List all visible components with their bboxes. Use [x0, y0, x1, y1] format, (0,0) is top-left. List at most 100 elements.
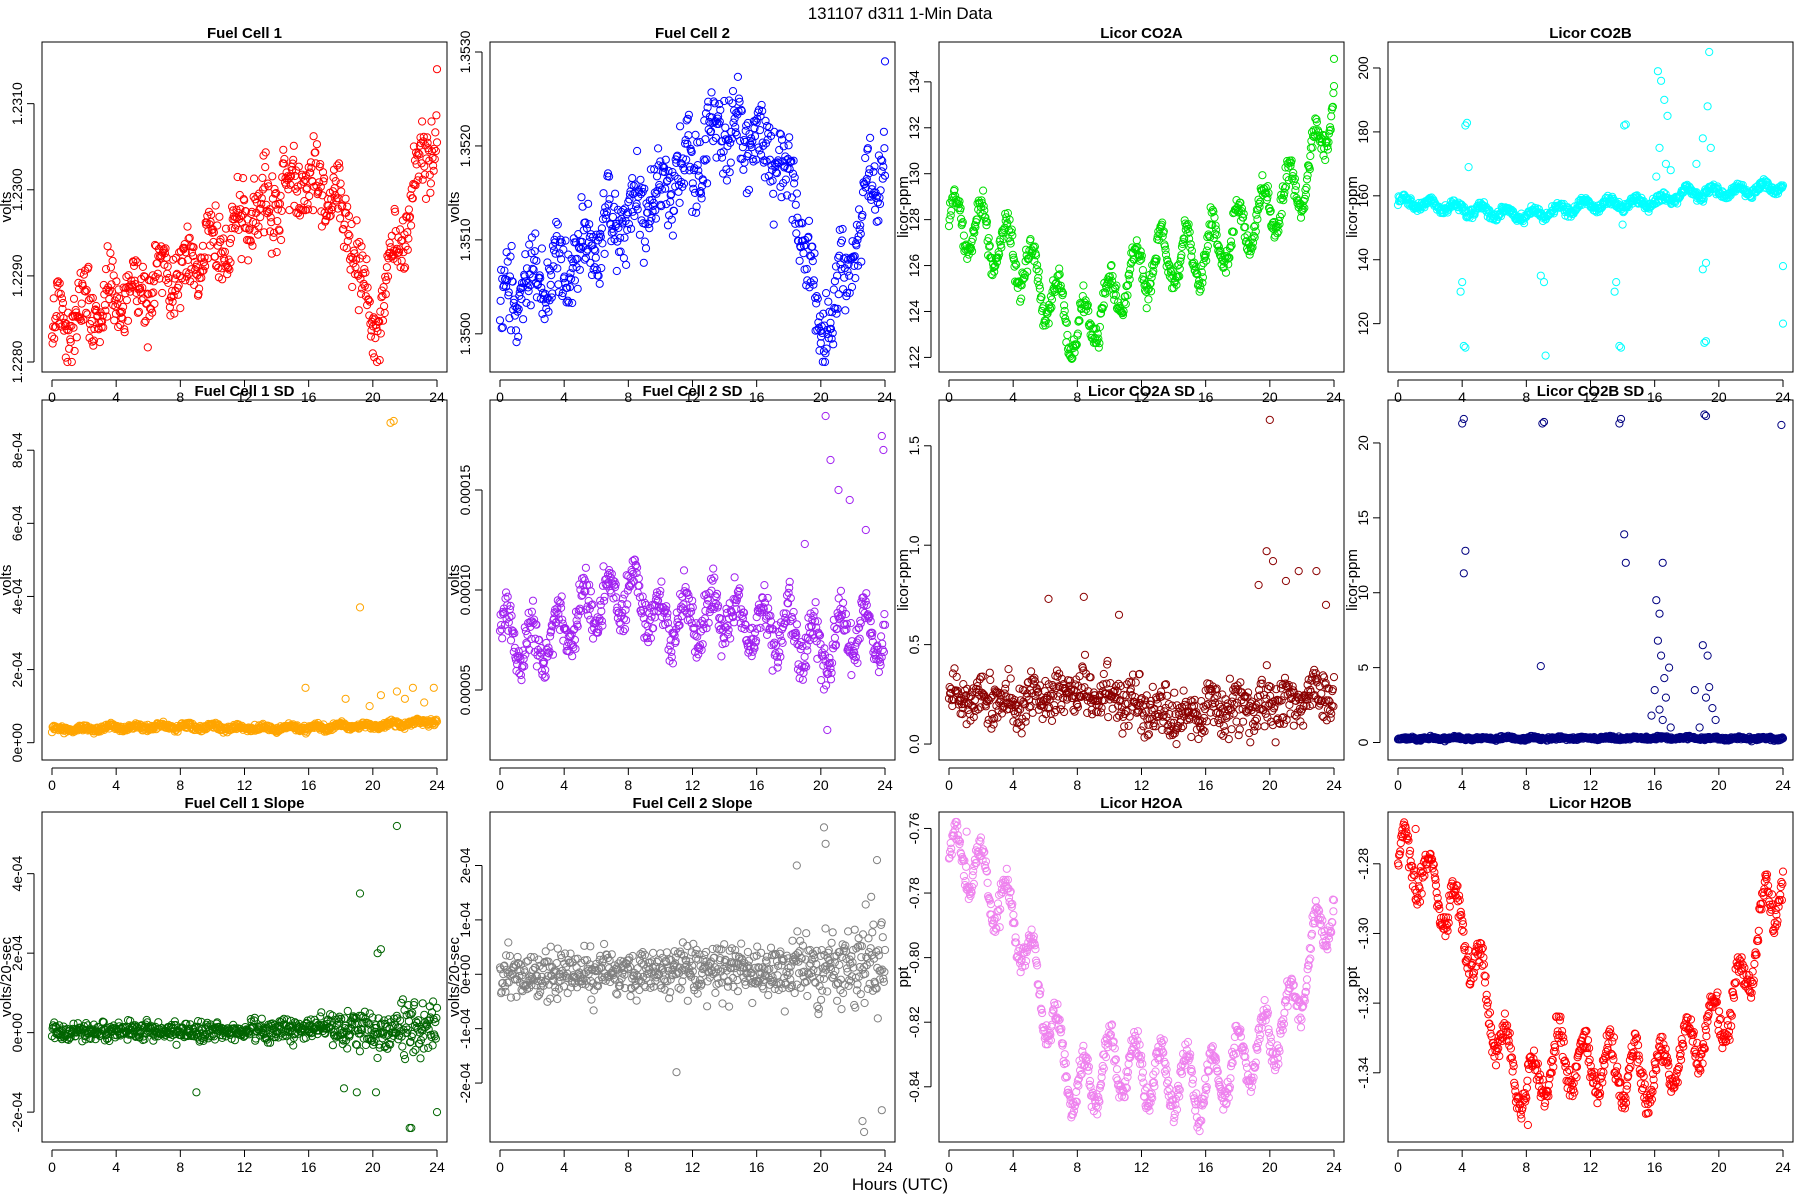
data-point — [105, 295, 114, 304]
data-point — [145, 304, 155, 313]
data-point — [826, 318, 835, 327]
data-point — [508, 277, 517, 286]
data-point — [245, 224, 254, 233]
data-point — [337, 187, 346, 196]
data-point — [774, 156, 783, 165]
data-point — [164, 278, 173, 287]
y-tick-label: 1.2280 — [9, 340, 25, 383]
data-point — [82, 308, 91, 317]
data-point — [418, 117, 427, 126]
data-point — [333, 204, 342, 213]
x-tick-label: 24 — [1775, 389, 1791, 405]
data-point — [649, 201, 658, 210]
data-point — [174, 281, 183, 290]
data-point — [597, 224, 607, 233]
data-point — [1224, 735, 1233, 744]
data-point — [827, 334, 836, 343]
data-point — [63, 357, 72, 367]
data-point — [211, 201, 220, 210]
data-point — [1079, 281, 1088, 290]
data-point — [200, 253, 209, 262]
data-point — [495, 316, 505, 325]
data-point — [82, 286, 91, 295]
data-point — [567, 274, 576, 284]
data-point — [1139, 722, 1148, 731]
data-point — [124, 271, 133, 280]
data-point — [507, 241, 516, 251]
x-tick-label: 24 — [429, 389, 445, 405]
data-point — [777, 135, 787, 144]
data-point — [590, 263, 599, 272]
data-point — [210, 252, 220, 261]
y-axis-label: licor-ppm — [895, 549, 912, 611]
data-point — [635, 230, 645, 239]
data-point — [537, 283, 546, 292]
x-tick-label: 12 — [237, 777, 253, 793]
data-point — [706, 127, 715, 137]
data-point — [351, 255, 361, 264]
data-point — [199, 266, 208, 275]
data-point — [775, 145, 784, 155]
data-point — [1187, 732, 1196, 742]
data-point — [115, 294, 124, 303]
data-point — [1219, 731, 1228, 740]
data-point-outlier — [301, 683, 310, 692]
data-point — [1124, 721, 1133, 731]
data-point — [380, 302, 389, 311]
x-tick-label: 16 — [301, 777, 317, 793]
data-point — [430, 155, 439, 164]
data-point — [707, 88, 716, 97]
data-point — [822, 289, 831, 298]
data-point — [979, 186, 988, 195]
data-point — [194, 290, 203, 299]
data-point — [356, 289, 366, 298]
data-point — [404, 234, 413, 243]
data-point — [1108, 704, 1117, 713]
data-point — [874, 668, 884, 677]
data-point — [89, 336, 99, 345]
data-point — [267, 218, 276, 227]
data-point — [657, 185, 667, 194]
data-point — [694, 166, 703, 175]
data-point — [781, 175, 791, 184]
x-tick-label: 8 — [624, 777, 632, 793]
data-point — [735, 97, 744, 106]
data-point — [513, 303, 522, 312]
x-tick-label: 12 — [1134, 777, 1150, 793]
data-point — [224, 263, 233, 273]
data-point — [339, 225, 348, 234]
data-point — [676, 122, 685, 131]
data-point — [584, 199, 593, 208]
data-point — [688, 207, 697, 216]
data-point — [847, 671, 856, 680]
data-point — [318, 191, 327, 200]
data-point — [840, 273, 849, 282]
data-point — [751, 116, 760, 125]
data-point — [207, 210, 216, 219]
data-point — [543, 258, 552, 267]
data-point — [809, 276, 819, 285]
data-point — [53, 281, 62, 290]
x-tick-label: 0 — [48, 389, 56, 405]
data-point — [401, 263, 410, 272]
data-point — [496, 296, 505, 305]
data-point — [1138, 266, 1148, 275]
data-point — [1258, 171, 1267, 180]
data-point — [639, 258, 648, 267]
data-point — [254, 222, 263, 231]
y-tick-label: 126 — [906, 254, 922, 278]
data-point — [829, 340, 838, 349]
data-point — [141, 316, 150, 326]
x-tick-label: 0 — [945, 389, 953, 405]
data-point — [234, 225, 243, 234]
data-point — [538, 309, 547, 318]
data-point — [792, 189, 802, 198]
data-point — [551, 249, 560, 258]
data-point — [429, 166, 438, 175]
data-point — [679, 566, 689, 575]
data-point — [299, 206, 308, 215]
data-point — [312, 140, 321, 149]
data-point — [289, 155, 298, 164]
data-point — [253, 192, 262, 201]
